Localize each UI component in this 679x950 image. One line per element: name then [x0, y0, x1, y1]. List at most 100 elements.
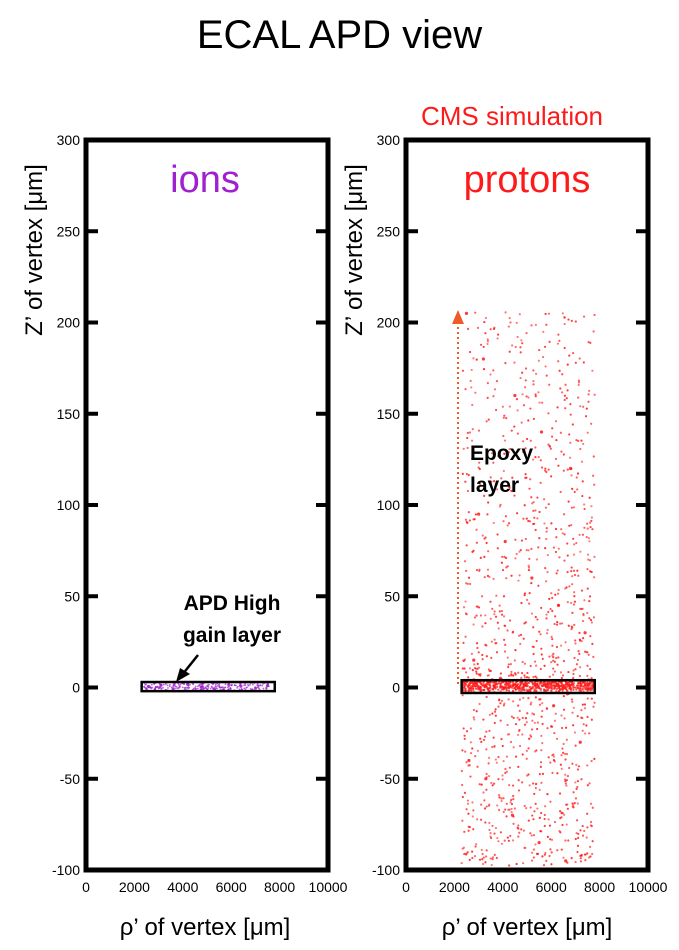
data-point-density — [484, 614, 487, 617]
data-point-density — [560, 644, 563, 647]
data-point-density — [539, 761, 543, 764]
data-point-density — [541, 772, 545, 775]
data-point-density — [564, 758, 567, 761]
data-point-density — [589, 824, 593, 827]
data-point-density — [522, 862, 525, 865]
data-point-density — [582, 614, 585, 617]
data-point-density — [237, 685, 239, 688]
data-point-density — [487, 762, 490, 765]
data-point-density — [502, 797, 505, 800]
data-point-density — [538, 703, 542, 706]
data-point-density — [495, 488, 499, 491]
data-point-density — [529, 832, 532, 835]
data-point-density — [542, 330, 545, 333]
data-point-density — [467, 764, 470, 767]
data-point-density — [513, 425, 516, 428]
data-point-density — [536, 687, 540, 690]
data-point-density — [174, 687, 177, 690]
data-point-density — [591, 369, 594, 372]
data-point-density — [506, 656, 509, 659]
data-point-density — [247, 683, 249, 686]
data-point-density — [593, 757, 596, 760]
data-point-density — [479, 682, 482, 685]
data-point-density — [510, 489, 513, 492]
data-point-density — [473, 663, 476, 666]
data-point-density — [534, 446, 537, 449]
data-point-density — [530, 728, 534, 731]
data-point-density — [496, 533, 499, 536]
data-point-density — [480, 848, 483, 852]
data-point-density — [469, 741, 472, 744]
data-point-density — [574, 668, 577, 671]
data-point-density — [555, 623, 559, 626]
data-point-density — [572, 569, 576, 572]
data-point-density — [559, 671, 563, 674]
data-point-density — [198, 684, 200, 687]
data-point-density — [565, 738, 568, 741]
data-point-density — [519, 633, 523, 637]
data-point-density — [591, 840, 594, 843]
data-point-density — [588, 540, 591, 543]
cms-simulation-label: CMS simulation — [421, 101, 603, 131]
data-point-density — [528, 487, 531, 490]
data-point-density — [504, 643, 507, 646]
data-point-density — [539, 689, 542, 692]
data-point-density — [591, 852, 594, 856]
data-point-density — [460, 769, 463, 773]
data-point-density — [519, 351, 522, 354]
y-tick-label: 150 — [377, 406, 401, 422]
data-point-density — [556, 621, 559, 624]
data-point-density — [584, 683, 587, 687]
data-point-density — [551, 654, 554, 657]
data-point-density — [493, 480, 496, 483]
data-point-density — [519, 376, 522, 380]
data-point-density — [567, 318, 570, 321]
data-point-density — [583, 707, 587, 710]
data-point-density — [549, 607, 552, 611]
data-point-density — [570, 681, 574, 684]
data-point-density — [189, 683, 191, 686]
data-point-density — [560, 848, 563, 851]
data-point-density — [517, 779, 520, 782]
data-point-density — [577, 439, 580, 442]
data-point-density — [555, 656, 558, 660]
data-point-density — [587, 682, 591, 685]
data-point-density — [550, 475, 553, 478]
data-point-density — [493, 610, 496, 613]
data-point-density — [529, 407, 532, 410]
data-point-density — [535, 682, 539, 686]
data-point-density — [552, 753, 555, 756]
data-point-density — [551, 644, 554, 647]
data-point-density — [576, 472, 580, 475]
data-point-density — [552, 667, 555, 670]
y-tick-label: 100 — [377, 497, 401, 513]
data-point-density — [531, 458, 535, 461]
data-point-density — [585, 407, 588, 410]
data-point-density — [522, 829, 526, 832]
data-point-density — [501, 774, 504, 777]
data-point-density — [482, 345, 485, 349]
data-point-density — [143, 686, 145, 688]
data-point-density — [466, 521, 469, 524]
data-point-density — [518, 744, 522, 748]
data-point-density — [178, 686, 181, 689]
data-point-density — [523, 662, 527, 665]
data-point-density — [166, 684, 169, 687]
data-point-density — [532, 834, 536, 837]
data-point-density — [587, 537, 591, 540]
data-point-density — [468, 431, 472, 434]
data-point-density — [496, 836, 499, 840]
data-point-density — [223, 687, 225, 690]
data-point-density — [492, 521, 495, 525]
data-point-density — [522, 637, 525, 640]
data-point-density — [532, 713, 536, 716]
data-point-density — [572, 688, 575, 691]
data-point-density — [588, 521, 592, 524]
data-point-density — [545, 374, 548, 377]
data-point — [200, 685, 204, 689]
data-point-density — [552, 684, 556, 687]
data-point-density — [516, 432, 519, 435]
data-point-density — [159, 686, 162, 689]
data-point-density — [503, 702, 506, 705]
data-point-density — [518, 686, 521, 690]
